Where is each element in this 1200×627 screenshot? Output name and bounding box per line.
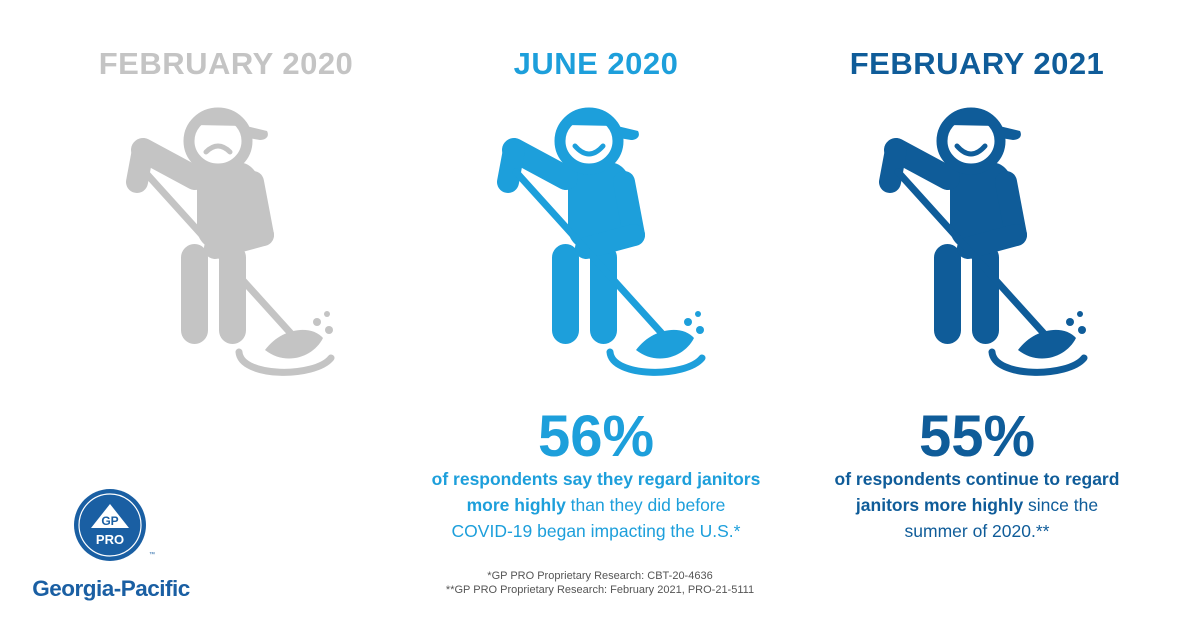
badge-top-text: GP [101,514,118,528]
stat-percentage-feb-2021: 55% [918,404,1036,469]
footnotes: *GP PRO Proprietary Research: CBT-20-463… [400,569,800,597]
stat-desc-line: summer of 2020.** [904,521,1050,541]
stat-desc-emphasis: janitors more highly [855,495,1024,515]
stat-percentage-jun-2020: 56% [537,404,655,469]
badge-bottom-text: PRO [96,532,124,547]
column-title-feb-2021: FEBRUARY 2021 [849,46,1105,81]
janitor-happy-icon [486,100,716,400]
stat-desc-line: of respondents continue to regard [834,469,1120,489]
stat-desc-text: since the [1023,495,1099,515]
trademark-symbol: ™ [149,552,155,558]
gp-pro-badge-icon: GP PRO [74,489,146,561]
stat-desc-emphasis: more highly [466,495,566,515]
janitor-sad-svg [126,107,335,376]
footnote: **GP PRO Proprietary Research: February … [445,584,755,596]
stat-description-feb-2021: of respondents continue to regard janito… [777,466,1177,544]
column-title-feb-2020: FEBRUARY 2020 [98,46,354,81]
janitor-sad-icon [115,100,345,400]
georgia-pacific-logo: GP PRO ™ Georgia-Pacific [22,488,200,610]
stat-description-jun-2020: of respondents say they regard janitors … [396,466,796,544]
janitor-happy-svg [497,107,706,376]
stat-desc-text: than they did before [565,495,726,515]
logo-wordmark: Georgia-Pacific [32,576,190,601]
stat-desc-line: COVID-19 began impacting the U.S.* [451,521,741,541]
column-title-jun-2020: JUNE 2020 [513,46,679,81]
janitor-happy-icon [868,100,1098,400]
janitor-happy-svg [879,107,1088,376]
stat-desc-line: of respondents say they regard janitors [431,469,761,489]
footnote: *GP PRO Proprietary Research: CBT-20-463… [487,570,713,582]
